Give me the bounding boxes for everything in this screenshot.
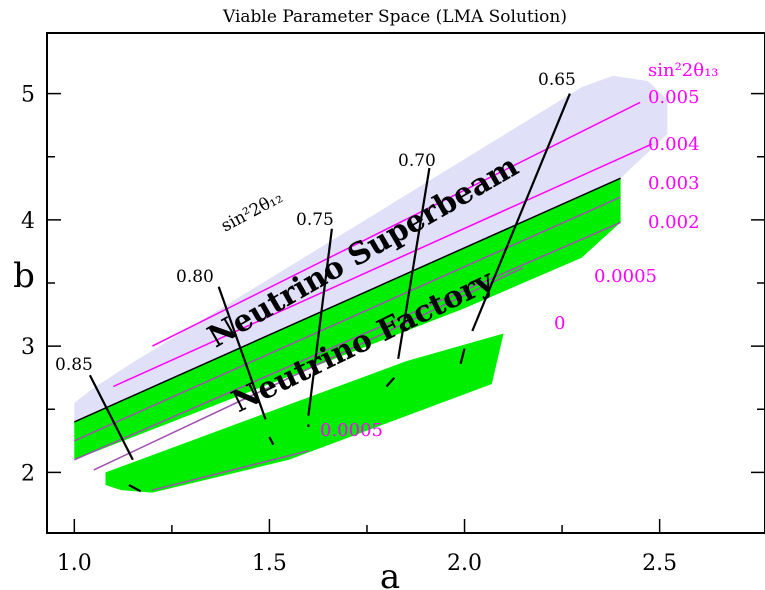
theta12-contour-tail-4 <box>459 348 466 365</box>
y-tick-label-3: 5 <box>21 83 35 108</box>
theta13-labels-layer: 0.005 0.004 0.003 0.002 0.0005 0 0.0005 <box>320 87 700 441</box>
x-tick-label-0: 1.0 <box>57 551 92 576</box>
x-axis-label: a <box>380 557 400 590</box>
theta12-contour-4 <box>471 93 571 332</box>
theta12-label-2: 0.75 <box>296 210 334 230</box>
y-axis-label: b <box>13 256 35 296</box>
y-tick-label-0: 2 <box>21 461 35 486</box>
theta13-contour-3 <box>74 221 621 461</box>
theta13-contour-4 <box>93 267 524 471</box>
theta13-label-2: 0.003 <box>648 173 700 194</box>
theta12-contour-tail-0 <box>128 484 142 493</box>
boundary-line <box>74 177 621 423</box>
theta13-contour-1 <box>112 143 653 388</box>
theta13-label-5: 0 <box>554 313 565 334</box>
theta13-contour-0 <box>152 101 641 347</box>
theta13-label-1: 0.004 <box>648 134 700 155</box>
theta13-family-label: sin²2θ₁₃ <box>648 60 719 81</box>
theta13-contour-6 <box>152 450 309 491</box>
y-tick-label-1: 3 <box>21 335 35 360</box>
theta12-contour-tail-3 <box>385 376 396 388</box>
theta12-label-1: 0.80 <box>176 267 214 287</box>
x-tick-label-2: 2.0 <box>447 551 482 576</box>
theta12-contour-tail-1 <box>268 436 275 446</box>
theta12-label-4: 0.65 <box>538 70 576 90</box>
theta12-label-3: 0.70 <box>398 151 436 171</box>
theta12-contours-layer <box>88 93 571 493</box>
theta12-label-0: 0.85 <box>55 355 93 375</box>
region-2 <box>105 333 504 493</box>
x-tick-label-1: 1.5 <box>252 551 287 576</box>
theta13-label-6: 0.0005 <box>320 420 383 441</box>
theta13-label-4: 0.0005 <box>594 266 657 287</box>
theta12-contour-1 <box>217 286 267 420</box>
theta13-contour-2 <box>73 196 621 442</box>
theta12-contour-2 <box>307 228 333 416</box>
y-tick-label-2: 4 <box>21 209 35 234</box>
theta13-contours-layer <box>73 101 653 491</box>
theta12-contour-3 <box>397 167 431 359</box>
x-tick-label-3: 2.5 <box>642 551 677 576</box>
theta12-contour-0 <box>88 374 134 461</box>
theta12-labels-layer: 0.85 0.80 0.75 0.70 0.65 <box>55 70 576 375</box>
theta13-label-0: 0.005 <box>648 87 700 108</box>
axes-layer: 1.0 1.5 2.0 2.5 2 3 4 5 <box>21 83 765 576</box>
chart-title: Viable Parameter Space (LMA Solution) <box>222 7 567 27</box>
theta13-label-3: 0.002 <box>648 212 700 233</box>
theta12-family-label: sin²2θ₁₂ <box>218 187 286 236</box>
